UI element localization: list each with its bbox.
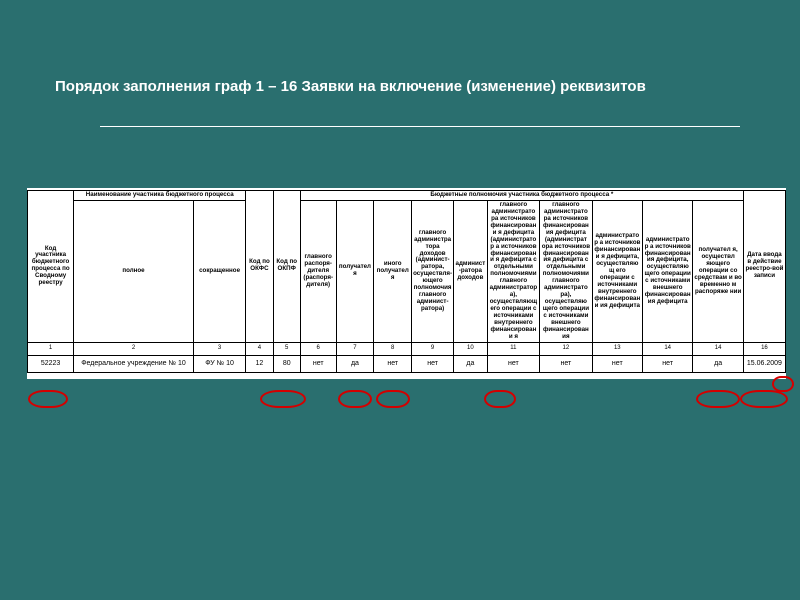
data-row: 52223Федеральное учреждение № 10ФУ № 101…	[28, 355, 786, 372]
data-cell: 80	[273, 355, 300, 372]
col-num: 8	[374, 342, 412, 355]
h-c1: Код участника бюджетного процесса по Сво…	[28, 191, 74, 343]
column-number-row: 12345678910111213141416	[28, 342, 786, 355]
data-cell: 52223	[28, 355, 74, 372]
col-num: 3	[193, 342, 245, 355]
highlight-ellipse	[484, 390, 516, 408]
data-cell: нет	[374, 355, 412, 372]
col-num: 13	[592, 342, 642, 355]
slide: Порядок заполнения граф 1 – 16 Заявки на…	[0, 0, 800, 600]
data-cell: нет	[540, 355, 592, 372]
col-num: 16	[743, 342, 785, 355]
highlight-ellipse	[28, 390, 68, 408]
h-c6: главного распоря-дителя (распоря-дителя)	[300, 200, 336, 342]
h-c7: получателя	[336, 200, 374, 342]
main-table: Код участника бюджетного процесса по Сво…	[27, 190, 786, 373]
h-c13: администратор а источников финансировани…	[592, 200, 642, 342]
col-num: 4	[246, 342, 273, 355]
col-num: 14	[642, 342, 692, 355]
col-num: 14	[693, 342, 744, 355]
data-cell: да	[454, 355, 488, 372]
highlight-ellipse	[696, 390, 740, 408]
slide-title: Порядок заполнения граф 1 – 16 Заявки на…	[55, 78, 760, 95]
col-num: 5	[273, 342, 300, 355]
highlight-ellipse	[338, 390, 372, 408]
data-cell: Федеральное учреждение № 10	[74, 355, 194, 372]
h-c5: Код по ОКПФ	[273, 191, 300, 343]
col-num: 7	[336, 342, 374, 355]
h-c12: главного администрато ра источников фина…	[540, 200, 592, 342]
data-cell: 12	[246, 355, 273, 372]
data-cell: нет	[300, 355, 336, 372]
data-cell: 15.06.2009	[743, 355, 785, 372]
highlight-ellipse	[376, 390, 410, 408]
data-cell: нет	[642, 355, 692, 372]
h-c2-group: Наименование участника бюджетного процес…	[74, 191, 246, 201]
data-cell: нет	[412, 355, 454, 372]
data-cell: ФУ № 10	[193, 355, 245, 372]
col-num: 10	[454, 342, 488, 355]
col-num: 12	[540, 342, 592, 355]
h-c16: Дата ввода в действие реестро-вой записи	[743, 191, 785, 343]
col-num: 2	[74, 342, 194, 355]
h-c10: админист-ратора доходов	[454, 200, 488, 342]
highlight-ellipse	[260, 390, 306, 408]
col-num: 6	[300, 342, 336, 355]
highlight-ellipse	[740, 390, 788, 408]
col-num: 11	[487, 342, 539, 355]
data-cell: нет	[592, 355, 642, 372]
h-c11: главного администрато ра источников фина…	[487, 200, 539, 342]
col-num: 9	[412, 342, 454, 355]
h-c8: иного получателя	[374, 200, 412, 342]
h-c14: администратор а источников финансирован …	[642, 200, 692, 342]
h-c9: главного администра тора доходов (админи…	[412, 200, 454, 342]
divider	[100, 126, 740, 127]
h-c15: получател я, осуществл яющего операции с…	[693, 200, 744, 342]
h-c3: сокращенное	[193, 200, 245, 342]
header-row-1: Код участника бюджетного процесса по Сво…	[28, 191, 786, 201]
table-container: Код участника бюджетного процесса по Сво…	[27, 188, 786, 379]
data-cell: да	[693, 355, 744, 372]
h-c4: Код по ОКФС	[246, 191, 273, 343]
data-cell: да	[336, 355, 374, 372]
col-num: 1	[28, 342, 74, 355]
h-c2: полное	[74, 200, 194, 342]
header-row-2: полное сокращенное главного распоря-дите…	[28, 200, 786, 342]
h-budget-group: Бюджетные полномочия участника бюджетног…	[300, 191, 743, 201]
data-cell: нет	[487, 355, 539, 372]
